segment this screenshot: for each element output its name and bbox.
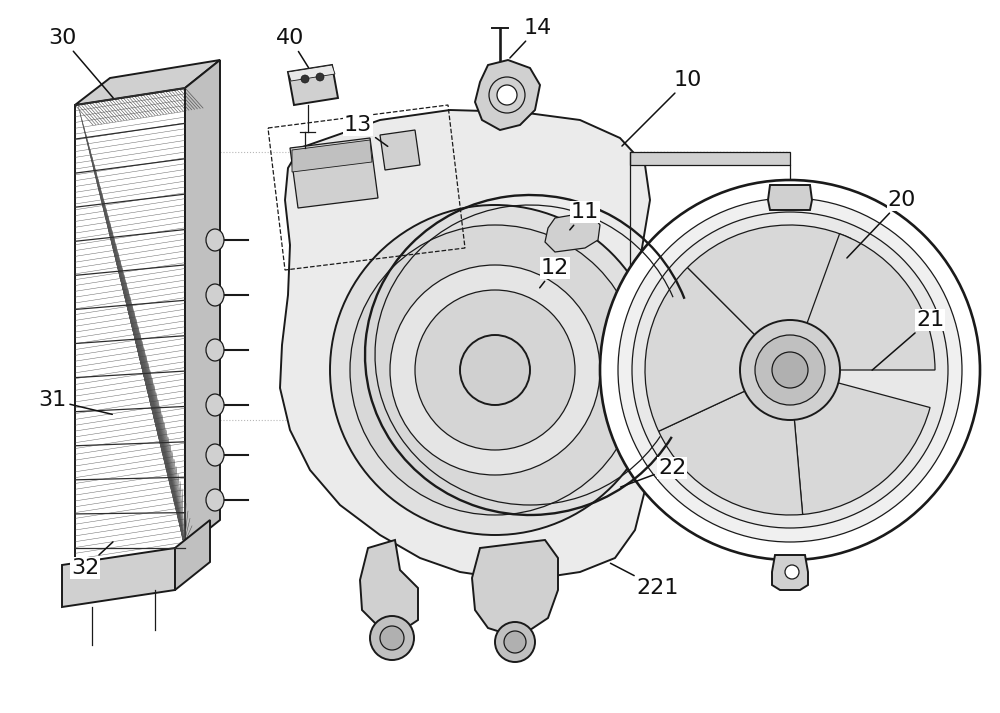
Polygon shape: [292, 140, 372, 172]
Text: 12: 12: [540, 258, 569, 288]
Polygon shape: [772, 555, 808, 590]
Text: 30: 30: [48, 28, 113, 98]
Polygon shape: [185, 60, 220, 548]
Polygon shape: [630, 152, 790, 165]
Circle shape: [350, 225, 640, 515]
Text: 10: 10: [622, 70, 702, 146]
Text: 221: 221: [610, 563, 679, 598]
Circle shape: [497, 85, 517, 105]
Circle shape: [618, 198, 962, 542]
Polygon shape: [75, 88, 185, 565]
Circle shape: [772, 352, 808, 388]
Circle shape: [380, 626, 404, 650]
Ellipse shape: [206, 444, 224, 466]
Circle shape: [390, 265, 600, 475]
Polygon shape: [630, 410, 790, 425]
Polygon shape: [288, 65, 335, 81]
Circle shape: [370, 616, 414, 660]
Wedge shape: [687, 225, 851, 345]
Polygon shape: [288, 65, 338, 105]
Polygon shape: [472, 540, 558, 635]
Text: 32: 32: [71, 542, 113, 578]
Circle shape: [600, 180, 980, 560]
Circle shape: [495, 622, 535, 662]
Text: 22: 22: [621, 458, 686, 487]
Polygon shape: [280, 110, 650, 578]
Text: 20: 20: [847, 190, 916, 258]
Text: 14: 14: [510, 18, 552, 58]
Text: 11: 11: [570, 202, 599, 230]
Ellipse shape: [206, 284, 224, 306]
Circle shape: [632, 212, 948, 528]
Circle shape: [316, 73, 324, 81]
Ellipse shape: [206, 489, 224, 511]
Polygon shape: [475, 60, 540, 130]
Circle shape: [301, 75, 309, 83]
Polygon shape: [290, 138, 378, 208]
Wedge shape: [645, 267, 765, 431]
Wedge shape: [802, 234, 935, 370]
Wedge shape: [793, 379, 930, 515]
Polygon shape: [360, 540, 418, 632]
Polygon shape: [62, 548, 175, 607]
Polygon shape: [175, 520, 210, 590]
Polygon shape: [768, 185, 812, 210]
Circle shape: [415, 290, 575, 450]
Text: 40: 40: [276, 28, 309, 68]
Polygon shape: [380, 130, 420, 170]
Polygon shape: [545, 212, 600, 252]
Text: 31: 31: [38, 390, 112, 414]
Text: 13: 13: [344, 115, 388, 146]
Ellipse shape: [206, 229, 224, 251]
Circle shape: [330, 205, 660, 535]
Ellipse shape: [206, 339, 224, 361]
Ellipse shape: [206, 394, 224, 416]
Circle shape: [489, 77, 525, 113]
Circle shape: [755, 335, 825, 405]
Text: 21: 21: [872, 310, 944, 370]
Polygon shape: [75, 60, 220, 105]
Wedge shape: [659, 385, 803, 515]
Circle shape: [740, 320, 840, 420]
Circle shape: [785, 565, 799, 579]
Circle shape: [460, 335, 530, 405]
Circle shape: [504, 631, 526, 653]
